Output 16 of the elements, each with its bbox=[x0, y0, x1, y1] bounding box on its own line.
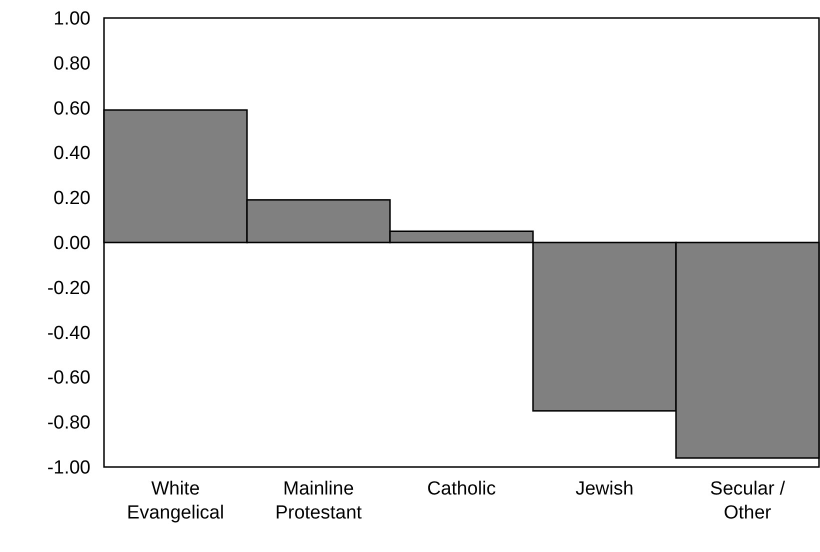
x-tick-label: Mainline Protestant bbox=[275, 478, 363, 524]
y-tick-label: 1.00 bbox=[54, 8, 90, 30]
x-tick-label: White Evangelical bbox=[126, 478, 224, 524]
y-tick-label: -0.40 bbox=[47, 322, 90, 344]
y-tick-label: -1.00 bbox=[47, 458, 90, 478]
y-tick-label: 0.20 bbox=[54, 188, 90, 210]
x-tick-label: Secular / Other bbox=[710, 478, 786, 524]
x-tick-label: Catholic bbox=[427, 478, 496, 500]
y-tick-label: -0.20 bbox=[47, 278, 90, 299]
x-tick-label: Jewish bbox=[575, 478, 634, 500]
y-tick-label: -0.80 bbox=[47, 412, 90, 434]
y-tick-label: -0.60 bbox=[47, 368, 90, 389]
y-tick-label: 0.40 bbox=[54, 143, 90, 164]
y-tick-label: 0.00 bbox=[54, 233, 90, 254]
y-tick-label: 0.60 bbox=[54, 98, 90, 120]
y-tick-label: 0.80 bbox=[54, 53, 90, 74]
